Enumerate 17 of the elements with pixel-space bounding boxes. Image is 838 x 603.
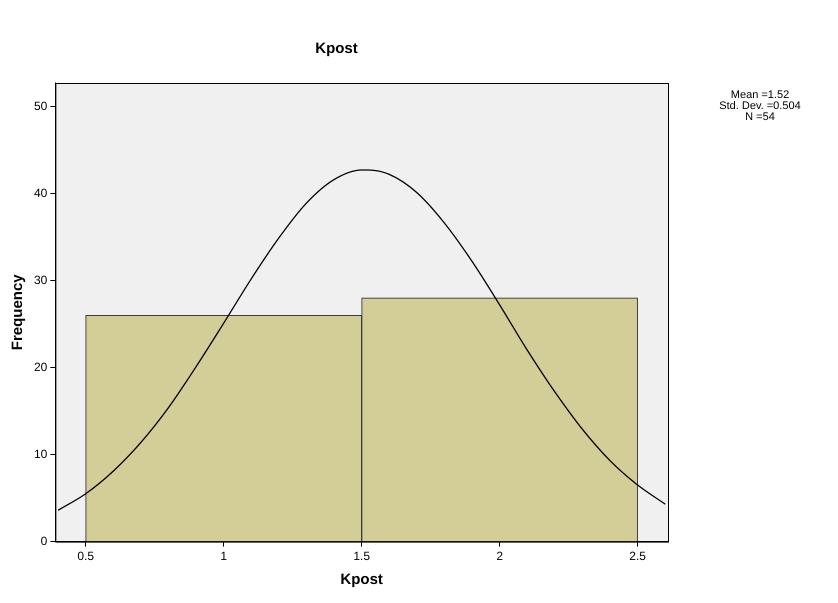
x-tick-label: 1.5	[353, 549, 370, 564]
x-tick-label: 2	[496, 549, 504, 564]
x-axis-title: Kpost	[340, 571, 383, 588]
y-tick-label: 40	[34, 186, 48, 200]
y-tick-label: 20	[34, 360, 48, 374]
text: Mean =1.52	[730, 89, 790, 101]
y-tick-label: 0	[40, 534, 48, 548]
y-tick-label: 50	[34, 98, 48, 113]
y-axis-title: Frequency	[9, 274, 26, 350]
chart-title: Kpost	[315, 40, 358, 58]
text: Std. Dev. =0.504	[718, 100, 802, 112]
y-tick-label: 10	[34, 446, 48, 461]
y-tick-label: 30	[34, 272, 48, 287]
x-tick-label: 1	[220, 549, 228, 564]
x-tick-label: 0.5	[77, 549, 94, 564]
x-tick-label: 2.5	[629, 549, 646, 564]
text: N =54	[744, 111, 776, 123]
